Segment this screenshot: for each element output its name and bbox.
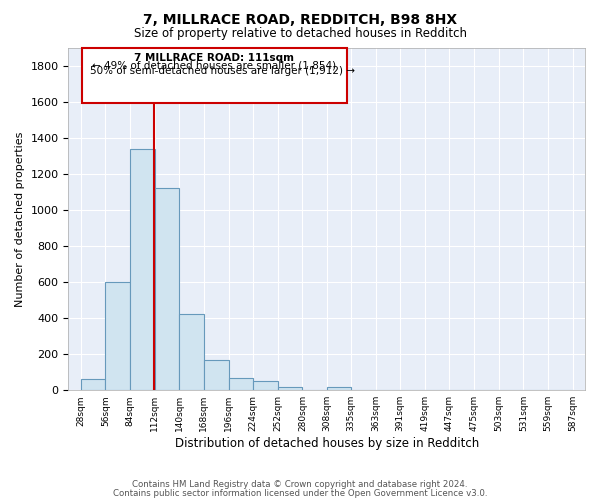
Bar [179, 314, 204, 390]
Text: Contains public sector information licensed under the Open Government Licence v3: Contains public sector information licen… [113, 488, 487, 498]
Bar [130, 148, 155, 390]
Text: 7, MILLRACE ROAD, REDDITCH, B98 8HX: 7, MILLRACE ROAD, REDDITCH, B98 8HX [143, 12, 457, 26]
FancyBboxPatch shape [82, 48, 347, 104]
Text: 7 MILLRACE ROAD: 111sqm: 7 MILLRACE ROAD: 111sqm [134, 53, 295, 63]
Text: Size of property relative to detached houses in Redditch: Size of property relative to detached ho… [133, 28, 467, 40]
Y-axis label: Number of detached properties: Number of detached properties [15, 131, 25, 306]
Text: ← 49% of detached houses are smaller (1,854): ← 49% of detached houses are smaller (1,… [92, 60, 337, 70]
Bar [253, 381, 278, 390]
Bar [229, 378, 253, 390]
Bar [155, 188, 179, 390]
Bar [106, 282, 130, 390]
Text: 50% of semi-detached houses are larger (1,912) →: 50% of semi-detached houses are larger (… [89, 66, 355, 76]
Text: Contains HM Land Registry data © Crown copyright and database right 2024.: Contains HM Land Registry data © Crown c… [132, 480, 468, 489]
Bar [204, 360, 229, 390]
Bar [278, 386, 302, 390]
Bar [327, 386, 351, 390]
X-axis label: Distribution of detached houses by size in Redditch: Distribution of detached houses by size … [175, 437, 479, 450]
Bar [81, 380, 106, 390]
